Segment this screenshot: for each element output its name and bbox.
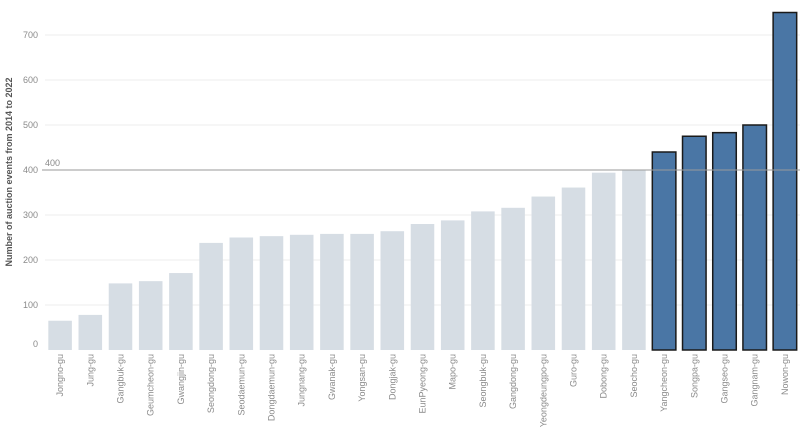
x-tick-label: Gangnam-gu [750,354,760,407]
bar[interactable] [229,237,254,351]
x-tick-label: Gwangjin-gu [176,354,186,405]
x-tick-label: Yeongdeungpo-gu [538,354,548,427]
reference-line-group: 400 [42,158,800,171]
bar[interactable] [78,314,103,350]
x-tick-label: Jongno-gu [55,354,65,397]
bars [48,11,798,351]
y-tick-label: 300 [23,210,38,220]
y-tick-label: 0 [33,339,38,349]
bar[interactable] [380,231,405,350]
x-axis: Jongno-gu Jung-gu Gangbuk-gu Geumcheon-gu Gw… [55,354,790,427]
y-tick-label: 700 [23,30,38,40]
bar[interactable] [651,151,677,351]
bar[interactable] [350,233,374,350]
x-tick-label: Dongdaemun-gu [267,354,277,421]
x-tick-label: Yangcheon-gu [659,354,669,412]
reference-line-label: 400 [45,158,60,168]
bar[interactable] [681,135,707,351]
bar[interactable] [711,131,738,351]
bar[interactable] [169,273,193,350]
bar[interactable] [289,234,314,350]
y-axis-title: Number of auction events from 2014 to 20… [4,77,14,266]
bar[interactable] [501,207,525,350]
x-tick-label: Gangdong-gu [508,354,518,409]
bar[interactable] [531,196,556,350]
x-tick-label: Songpa-gu [689,354,699,398]
x-tick-label: Nowon-gu [780,354,790,395]
x-tick-label: Dobong-gu [599,354,609,399]
x-tick-label: Gangbuk-gu [116,354,126,404]
bar[interactable] [772,11,798,351]
bar[interactable] [320,233,344,350]
y-tick-label: 400 [23,165,38,175]
bar[interactable] [440,220,465,350]
y-tick-label: 100 [23,300,38,310]
x-tick-label: Guro-gu [569,354,579,387]
x-tick-label: Gwanak-gu [327,354,337,400]
x-tick-label: Yongsan-gu [357,354,367,402]
bar[interactable] [48,320,72,350]
x-tick-label: Seocho-gu [629,354,639,398]
bar[interactable] [622,170,646,350]
bar[interactable] [259,236,284,350]
x-tick-label: Seongdong-gu [206,354,216,413]
y-tick-label: 600 [23,75,38,85]
x-tick-label: Mapo-gu [448,354,458,390]
bar[interactable] [471,211,495,350]
bar[interactable] [138,281,163,350]
x-tick-label: Geumcheon-gu [146,354,156,416]
bar[interactable] [561,187,586,350]
y-tick-label: 500 [23,120,38,130]
y-axis: 0 100 200 300 400 500 600 700 [23,30,38,349]
bar[interactable] [591,172,616,350]
bar[interactable] [199,242,223,350]
y-tick-label: 200 [23,255,38,265]
x-tick-label: Seodaemun-gu [236,354,246,416]
x-tick-label: Gangseo-gu [720,354,730,404]
x-tick-label: Jung-gu [85,354,95,387]
bar[interactable] [108,283,133,350]
x-tick-label: Jungnang-gu [297,354,307,407]
x-tick-label: Dongjak-gu [387,354,397,400]
x-tick-label: Seongbuk-gu [478,354,488,408]
x-tick-label: EunPyeong-gu [418,354,428,414]
bar[interactable] [410,224,435,350]
bar[interactable] [742,124,768,351]
